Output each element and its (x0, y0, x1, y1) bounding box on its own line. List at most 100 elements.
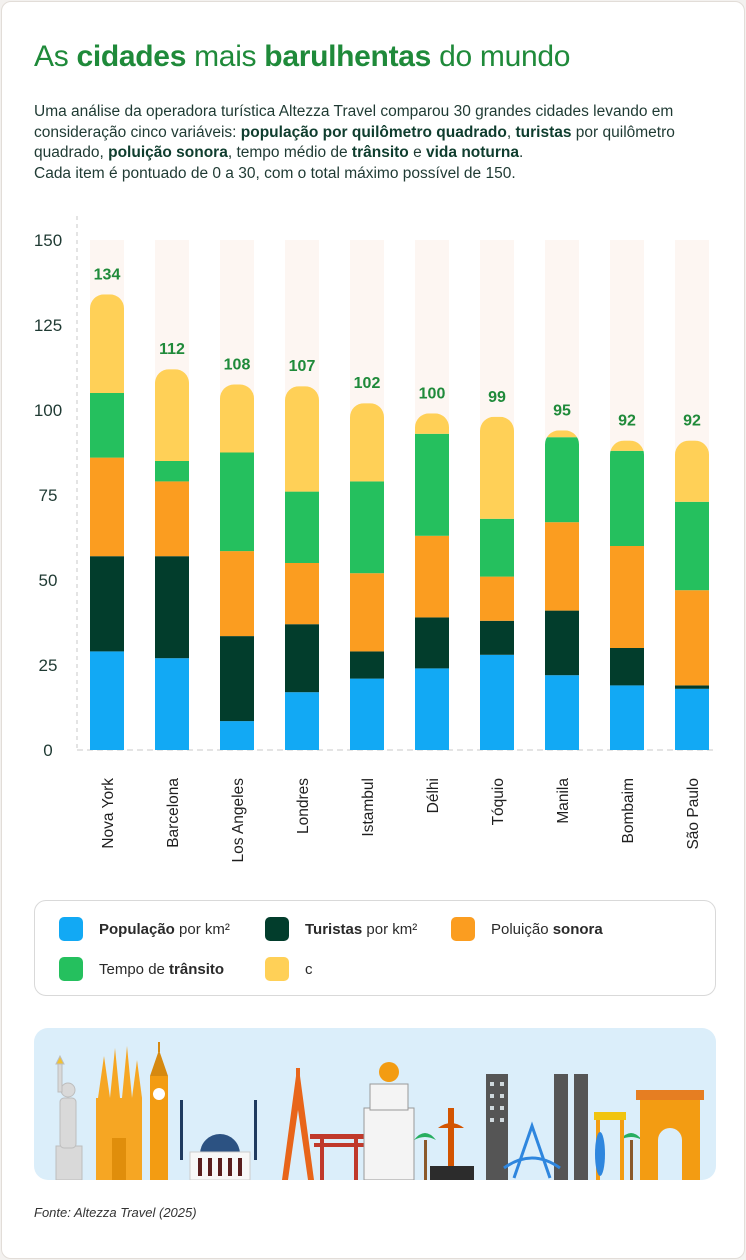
bar-segment-vida (610, 440, 644, 451)
bar-segment-tur (155, 556, 189, 659)
bar-segment-pop (90, 651, 124, 750)
bar-segment-pol (675, 590, 709, 686)
bar-segment-tur (610, 648, 644, 686)
bar-segment-vida (350, 403, 384, 482)
legend-item-poluicao: Poluição sonora (451, 917, 603, 941)
y-tick-label: 50 (39, 571, 58, 590)
bar-segment-tra (155, 461, 189, 482)
stacked-bar-6 (480, 416, 514, 750)
stacked-bar-7 (545, 430, 579, 750)
bar-total-label: 134 (94, 266, 121, 283)
bar-segment-tra (220, 452, 254, 552)
bar-segment-pol (545, 522, 579, 611)
bar-segment-vida (220, 384, 254, 453)
category-label: Istambul (360, 778, 377, 837)
chart-legend: População por km² Turistas por km² Polui… (34, 900, 716, 996)
category-label: Délhi (425, 778, 442, 813)
bar-segment-pol (415, 535, 449, 618)
stacked-bar-0 (90, 294, 124, 750)
bar-segment-tra (415, 433, 449, 536)
bar-segment-tra (90, 393, 124, 458)
stacked-bar-1 (155, 369, 189, 750)
legend-label-poluicao: Poluição sonora (491, 920, 603, 938)
bar-total-label: 99 (488, 389, 506, 406)
y-tick-label: 75 (39, 486, 58, 505)
bar-segment-vida (480, 416, 514, 519)
category-label: São Paulo (685, 778, 702, 850)
stacked-bar-5 (415, 413, 449, 750)
bar-total-label: 100 (419, 385, 446, 402)
legend-label-populacao: População por km² (99, 920, 230, 938)
y-tick-label: 100 (34, 401, 62, 420)
bar-segment-tra (350, 481, 384, 574)
bar-segment-pol (480, 576, 514, 621)
city-skyline-illustration (34, 1028, 716, 1180)
category-label: Bombaim (620, 778, 637, 843)
bar-segment-tur (90, 556, 124, 652)
y-tick-label: 125 (34, 316, 62, 335)
legend-item-turistas: Turistas por km² (265, 917, 417, 941)
bar-segment-tur (415, 617, 449, 669)
bar-segment-pol (285, 563, 319, 625)
bar-segment-vida (90, 294, 124, 393)
stacked-bar-3 (285, 386, 319, 750)
source-note: Fonte: Altezza Travel (2025) (34, 1205, 197, 1220)
bar-segment-vida (415, 413, 449, 434)
y-tick-label: 150 (34, 231, 62, 250)
bar-total-label: 112 (159, 341, 185, 358)
bar-segment-tur (675, 685, 709, 689)
bar-segment-vida (285, 386, 319, 492)
legend-label-turistas: Turistas por km² (305, 920, 418, 938)
bar-segment-tra (480, 518, 514, 577)
bar-segment-tra (285, 491, 319, 563)
bar-segment-pol (155, 481, 189, 557)
stacked-bar-2 (220, 384, 254, 750)
legend-label-vida-noturna: c (305, 960, 313, 978)
page-title: As cidades mais barulhentas do mundo (34, 40, 571, 73)
legend-swatch-populacao (59, 917, 83, 941)
category-label: Nova York (100, 778, 117, 849)
bar-segment-pol (90, 457, 124, 557)
bar-segment-tur (480, 620, 514, 655)
bar-segment-tra (610, 450, 644, 546)
stacked-bar-8 (610, 440, 644, 750)
bar-total-label: 95 (553, 402, 571, 419)
bar-segment-pop (155, 658, 189, 750)
category-label: Manila (555, 778, 572, 824)
category-label: Tóquio (490, 778, 507, 825)
legend-swatch-transito (59, 957, 83, 981)
legend-swatch-poluicao (451, 917, 475, 941)
bar-total-label: 107 (289, 358, 316, 375)
category-label: Londres (295, 778, 312, 834)
bar-segment-pop (545, 675, 579, 750)
legend-swatch-turistas (265, 917, 289, 941)
bar-total-label: 108 (224, 357, 251, 374)
bar-segment-pop (675, 688, 709, 750)
bar-segment-pol (350, 573, 384, 652)
stacked-bar-chart: 0 25 50 75 100 125 150 134 Nova York 112 Barcelona… (34, 216, 717, 862)
skyline-landmarks-icon (55, 1042, 704, 1180)
bar-segment-vida (545, 430, 579, 438)
legend-swatch-vida-noturna (265, 957, 289, 981)
bar-segment-tur (285, 624, 319, 693)
bar-segment-pop (285, 692, 319, 750)
legend-item-transito: Tempo de trânsito (59, 957, 224, 981)
legend-label-transito: Tempo de trânsito (99, 960, 225, 978)
legend-item-vida-noturna: c (265, 957, 313, 981)
legend-item-populacao: População por km² (59, 917, 230, 941)
stacked-bar-4 (350, 403, 384, 750)
stacked-bar-9 (675, 440, 709, 750)
chart-description: Uma análise da operadora turística Altez… (34, 103, 675, 182)
y-tick-label: 0 (43, 741, 52, 760)
bar-segment-pop (220, 721, 254, 750)
bar-segment-pop (350, 678, 384, 750)
bar-segment-tur (545, 610, 579, 676)
bar-segment-pol (610, 546, 644, 648)
bar-segment-pop (415, 668, 449, 750)
bar-segment-tra (545, 437, 579, 523)
bar-segment-pop (610, 685, 644, 750)
bar-segment-vida (155, 369, 189, 461)
bar-segment-tur (350, 651, 384, 679)
bar-segment-vida (675, 440, 709, 502)
